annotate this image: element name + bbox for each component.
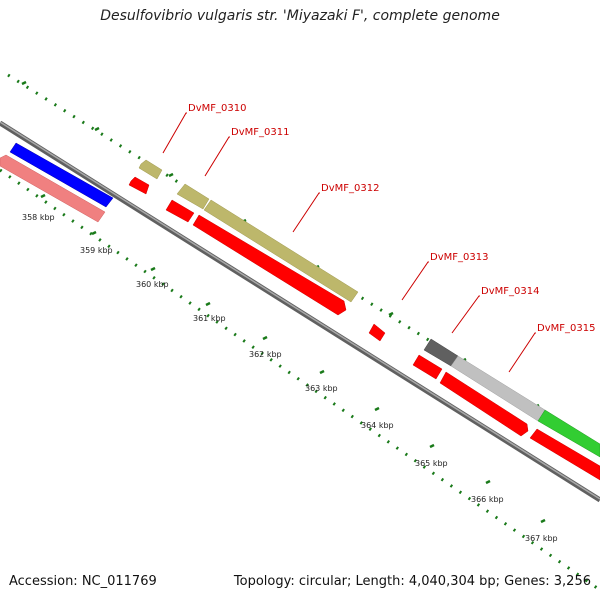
gene-label-0312[interactable]: DvMF_0312: [321, 183, 379, 194]
tick-label: 360 kbp: [136, 280, 169, 289]
gene-label-0311[interactable]: DvMF_0311: [231, 127, 289, 138]
cds-feature-pink[interactable]: [0, 154, 106, 223]
label-leaders: [162, 112, 536, 373]
tick-label: 363 kbp: [305, 384, 338, 393]
tick-label: 364 kbp: [361, 421, 394, 430]
cds-feature-0314-a[interactable]: [412, 354, 443, 380]
tick-label: 362 kbp: [249, 350, 282, 359]
gene-feature-0311[interactable]: [176, 183, 210, 210]
accession-text: Accession: NC_011769: [9, 574, 157, 589]
genome-summary-text: Topology: circular; Length: 4,040,304 bp…: [233, 574, 591, 589]
tick-label: 366 kbp: [471, 495, 504, 504]
gene-labels: DvMF_0310 DvMF_0311 DvMF_0312 DvMF_0313 …: [188, 103, 595, 334]
gene-label-0314[interactable]: DvMF_0314: [481, 286, 539, 297]
cds-feature-blue[interactable]: [9, 142, 114, 208]
inner-tick-ring: [0, 168, 600, 592]
genome-backbone: [0, 120, 600, 503]
gene-label-0313[interactable]: DvMF_0313: [430, 252, 488, 263]
gene-label-0310[interactable]: DvMF_0310: [188, 103, 246, 114]
cds-feature-0311[interactable]: [165, 199, 195, 223]
cds-feature-0312[interactable]: [192, 214, 347, 316]
tick-labels: 358 kbp 359 kbp 360 kbp 361 kbp 362 kbp …: [22, 213, 558, 543]
cds-track: [0, 142, 600, 481]
inner-major-ticks: [40, 193, 546, 524]
tick-label: 361 kbp: [193, 314, 226, 323]
gene-track: [138, 159, 600, 458]
tick-label: 367 kbp: [525, 534, 558, 543]
cds-feature-0313[interactable]: [368, 323, 386, 342]
gene-feature-0315[interactable]: [537, 409, 600, 458]
genome-backbone-highlight: [0, 121, 600, 500]
cds-feature-0310[interactable]: [128, 176, 150, 195]
cds-feature-0315[interactable]: [529, 428, 600, 481]
map-title: Desulfovibrio vulgaris str. 'Miyazaki F'…: [100, 8, 500, 24]
tick-label: 365 kbp: [415, 459, 448, 468]
gene-feature-0312[interactable]: [203, 199, 359, 303]
tick-label: 359 kbp: [80, 246, 113, 255]
gene-feature-0310[interactable]: [138, 159, 163, 180]
tick-label: 358 kbp: [22, 213, 55, 222]
cds-feature-0314[interactable]: [439, 371, 529, 437]
gene-label-0315[interactable]: DvMF_0315: [537, 323, 595, 334]
